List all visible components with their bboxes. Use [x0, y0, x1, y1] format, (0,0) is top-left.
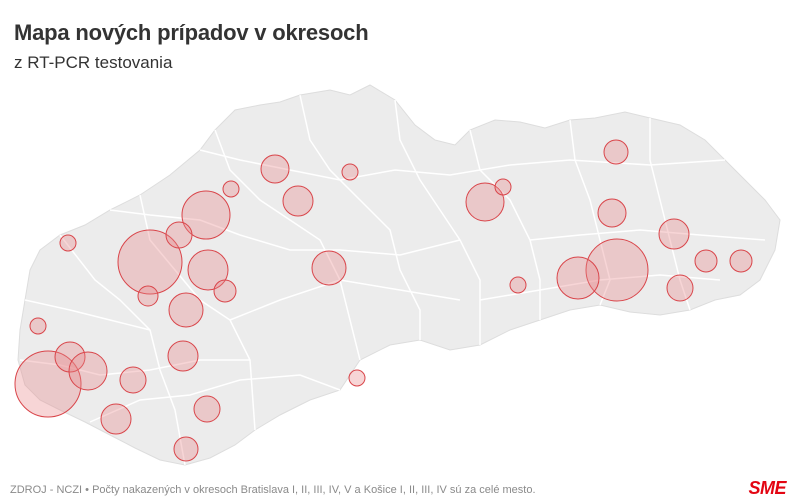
- district-case-bubble[interactable]: [167, 340, 199, 372]
- district-case-bubble[interactable]: [100, 403, 132, 435]
- district-case-bubble[interactable]: [137, 285, 159, 307]
- district-case-bubble[interactable]: [119, 366, 147, 394]
- page-title: Mapa nových prípadov v okresoch: [14, 20, 369, 45]
- district-border: [109, 209, 461, 256]
- district-case-bubble[interactable]: [465, 182, 505, 222]
- district-border: [299, 94, 421, 340]
- district-border: [479, 274, 721, 301]
- district-case-bubble[interactable]: [165, 221, 193, 249]
- district-case-bubble[interactable]: [213, 279, 237, 303]
- district-borders: [19, 94, 766, 466]
- district-border: [19, 359, 250, 376]
- district-case-bubble[interactable]: [181, 190, 231, 240]
- page-subtitle: z RT-PCR testovania: [14, 53, 173, 72]
- district-case-bubble[interactable]: [603, 139, 629, 165]
- country-outline: [17, 84, 781, 466]
- district-case-bubble[interactable]: [585, 238, 649, 302]
- district-border: [529, 229, 766, 241]
- sme-logo: SME: [748, 478, 786, 498]
- district-case-bubble[interactable]: [597, 198, 627, 228]
- district-case-bubble[interactable]: [59, 234, 77, 252]
- district-case-bubble[interactable]: [193, 395, 221, 423]
- district-border: [569, 119, 611, 306]
- district-case-bubble[interactable]: [282, 185, 314, 217]
- district-case-bubble[interactable]: [494, 178, 512, 196]
- district-case-bubble[interactable]: [187, 249, 229, 291]
- district-border: [394, 99, 481, 345]
- district-case-bubble[interactable]: [14, 350, 82, 418]
- district-case-bubble[interactable]: [666, 274, 694, 302]
- district-case-bubble[interactable]: [556, 256, 600, 300]
- district-case-bubble[interactable]: [222, 180, 240, 198]
- case-bubbles: [14, 139, 753, 462]
- district-case-bubble[interactable]: [54, 341, 86, 373]
- district-case-bubble[interactable]: [173, 436, 199, 462]
- source-note: ZDROJ - NCZI • Počty nakazených v okreso…: [10, 484, 536, 496]
- district-case-bubble[interactable]: [694, 249, 718, 273]
- district-case-bubble[interactable]: [311, 250, 347, 286]
- district-case-bubble[interactable]: [260, 154, 290, 184]
- district-border: [24, 299, 151, 331]
- district-border: [649, 118, 691, 311]
- district-case-bubble[interactable]: [117, 229, 183, 295]
- district-case-bubble[interactable]: [68, 351, 108, 391]
- district-case-bubble[interactable]: [341, 163, 359, 181]
- district-border: [469, 129, 541, 320]
- slovakia-map: [14, 84, 781, 466]
- district-case-bubble[interactable]: [348, 369, 366, 387]
- map-container: [0, 80, 800, 475]
- district-case-bubble[interactable]: [729, 249, 753, 273]
- district-case-bubble[interactable]: [509, 276, 527, 294]
- district-case-bubble[interactable]: [658, 218, 690, 250]
- district-border: [229, 279, 461, 321]
- district-border: [214, 129, 361, 361]
- district-case-bubble[interactable]: [168, 292, 204, 328]
- district-case-bubble[interactable]: [29, 317, 47, 335]
- district-border: [89, 374, 341, 423]
